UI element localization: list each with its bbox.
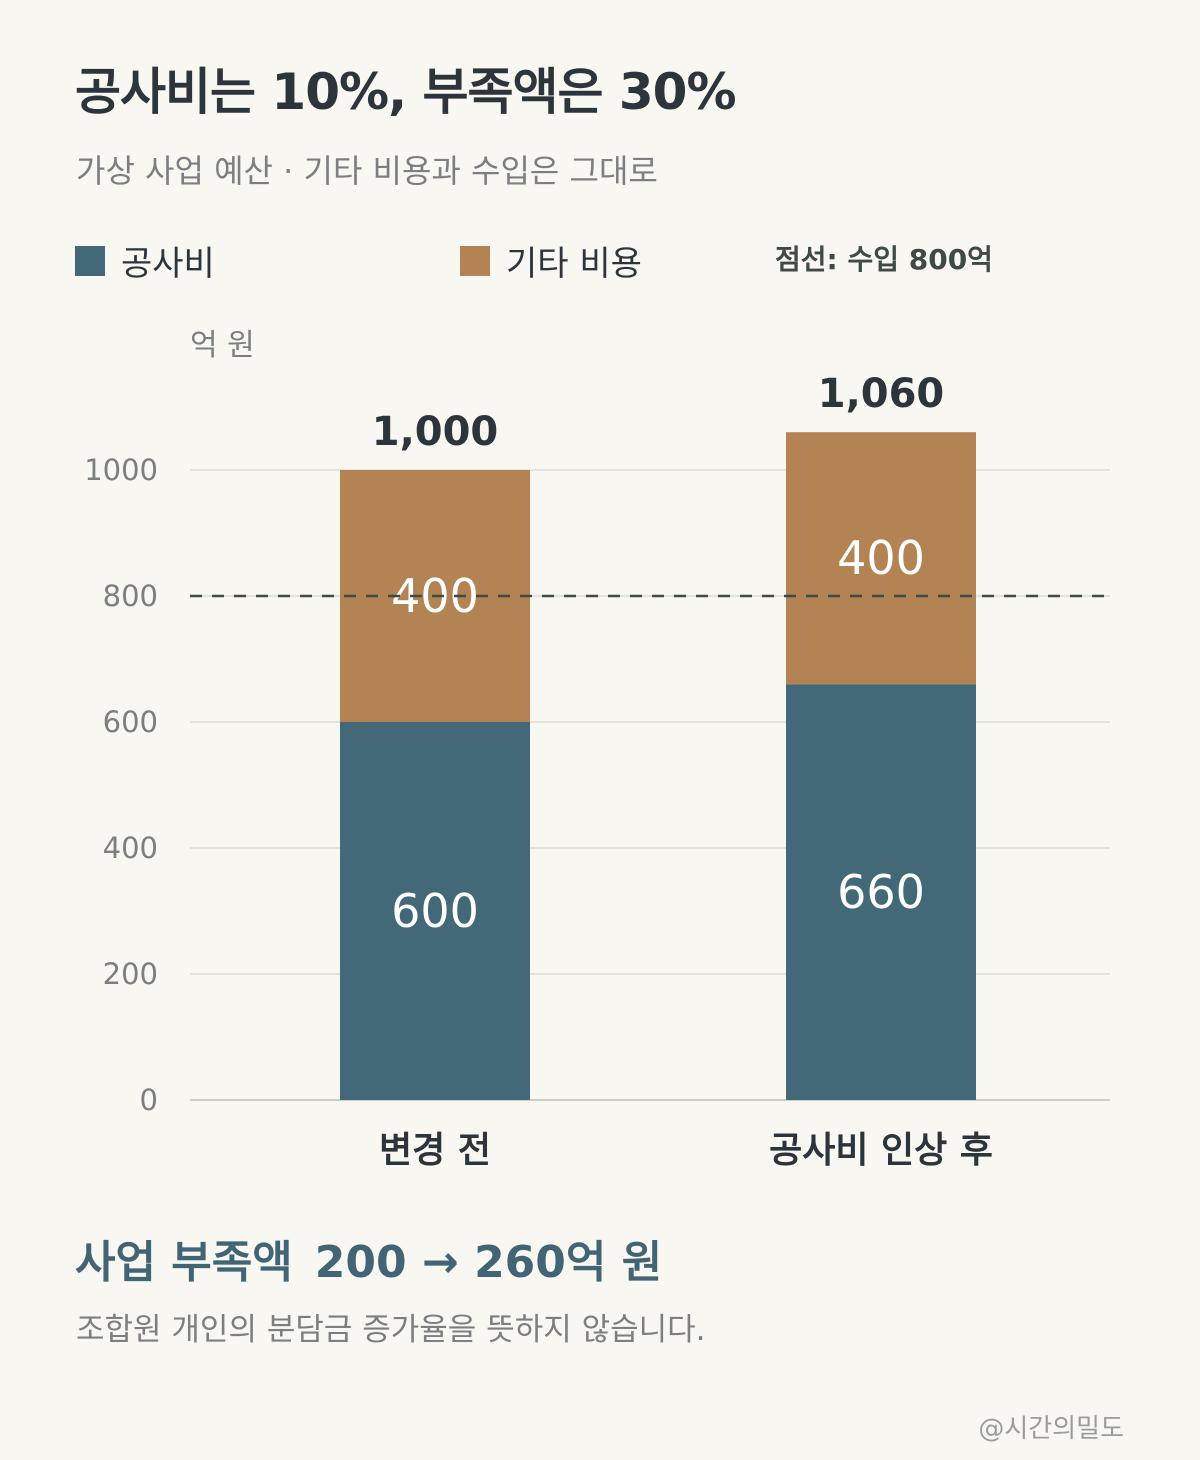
bar-segment-label: 600 [391, 884, 479, 938]
legend-swatch-construction [75, 245, 105, 276]
legend-dashed-line-note: 점선: 수입 800억 [775, 243, 993, 276]
footnote: 조합원 개인의 분담금 증가율을 뜻하지 않습니다. [76, 1312, 706, 1348]
bar-total-label: 1,000 [372, 409, 499, 455]
bar-segment-label: 660 [837, 865, 925, 919]
bar-segment [786, 432, 976, 685]
deficit-value: 200 → 260억 원 [314, 1237, 663, 1288]
bar-segment-label: 400 [837, 531, 925, 585]
x-category-label: 변경 전 [379, 1130, 491, 1171]
y-tick-label: 0 [140, 1083, 158, 1117]
deficit-summary: 사업 부족액 200 → 260억 원 [75, 1226, 662, 1290]
y-tick-label: 200 [103, 957, 158, 991]
bar-segment [340, 722, 530, 1100]
y-tick-label: 800 [103, 579, 158, 613]
y-tick-label: 600 [103, 705, 158, 739]
x-category-label: 공사비 인상 후 [769, 1130, 993, 1171]
chart-title: 공사비는 10%, 부족액은 30% [75, 63, 737, 121]
legend-swatch-other-costs [460, 245, 490, 276]
credit: @시간의밀도 [978, 1414, 1124, 1444]
y-tick-label: 400 [103, 831, 158, 865]
bar-total-label: 1,060 [818, 371, 945, 417]
legend-label-construction: 공사비 [121, 244, 215, 284]
y-axis-unit-label: 억 원 [190, 328, 255, 363]
legend-item-other-costs: 기타 비용 [460, 236, 642, 285]
y-tick-label: 1000 [84, 453, 158, 487]
chart-subtitle: 가상 사업 예산 · 기타 비용과 수입은 그대로 [76, 152, 658, 190]
legend-item-construction: 공사비 [75, 236, 215, 285]
legend-label-other-costs: 기타 비용 [506, 244, 642, 284]
deficit-label: 사업 부족액 [75, 1237, 293, 1288]
bar-segment [786, 684, 976, 1100]
